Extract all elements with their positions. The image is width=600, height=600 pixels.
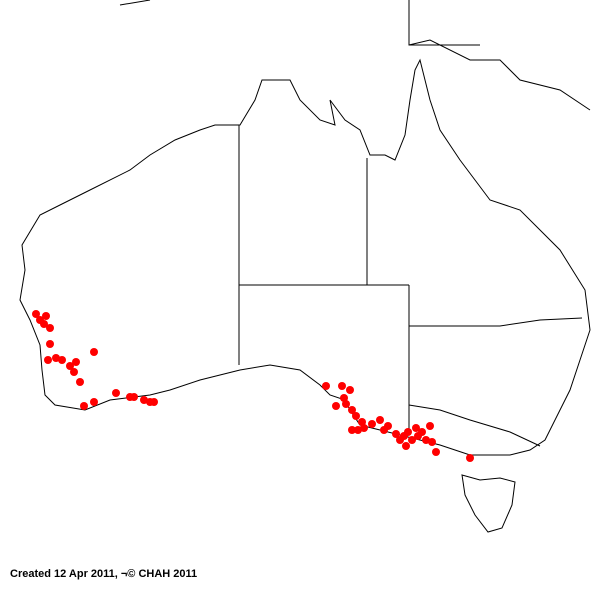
occurrence-dot	[90, 348, 98, 356]
occurrence-dot	[42, 312, 50, 320]
occurrence-dot	[418, 428, 426, 436]
occurrence-dot	[408, 436, 416, 444]
occurrence-dot	[150, 398, 158, 406]
occurrence-dot	[428, 438, 436, 446]
occurrence-dot	[348, 406, 356, 414]
occurrence-points	[32, 310, 474, 462]
occurrence-dot	[368, 420, 376, 428]
occurrence-dot	[412, 424, 420, 432]
occurrence-dot	[44, 356, 52, 364]
occurrence-dot	[404, 428, 412, 436]
occurrence-dot	[380, 426, 388, 434]
occurrence-dot	[80, 402, 88, 410]
occurrence-dot	[46, 340, 54, 348]
occurrence-dot	[112, 389, 120, 397]
png-coast	[408, 39, 591, 111]
tasmania-coastline	[461, 474, 516, 533]
occurrence-dot	[46, 324, 54, 332]
occurrence-dot	[342, 400, 350, 408]
occurrence-dot	[66, 362, 74, 370]
occurrence-dot	[332, 402, 340, 410]
occurrence-dot	[352, 412, 360, 420]
occurrence-dot	[360, 424, 368, 432]
border-qld-nsw	[409, 317, 583, 327]
occurrence-dot	[376, 416, 384, 424]
occurrence-dot	[90, 398, 98, 406]
occurrence-dot	[426, 422, 434, 430]
occurrence-dot	[322, 382, 330, 390]
occurrence-dot	[58, 356, 66, 364]
occurrence-dot	[130, 393, 138, 401]
mainland-coastline	[19, 58, 591, 456]
border-png	[408, 0, 480, 46]
occurrence-dot	[466, 454, 474, 462]
occurrence-dot	[392, 430, 400, 438]
occurrence-dot	[402, 442, 410, 450]
occurrence-dot	[76, 378, 84, 386]
occurrence-dot	[432, 448, 440, 456]
border-nsw-vic	[408, 404, 541, 447]
occurrence-dot	[70, 368, 78, 376]
occurrence-dot	[72, 358, 80, 366]
occurrence-dot	[348, 426, 356, 434]
map-caption: Created 12 Apr 2011, ¬© CHAH 2011	[10, 568, 198, 580]
occurrence-dot	[346, 386, 354, 394]
indonesia-coast	[119, 0, 151, 6]
occurrence-dot	[338, 382, 346, 390]
occurrence-dot	[32, 310, 40, 318]
occurrence-dot	[40, 320, 48, 328]
